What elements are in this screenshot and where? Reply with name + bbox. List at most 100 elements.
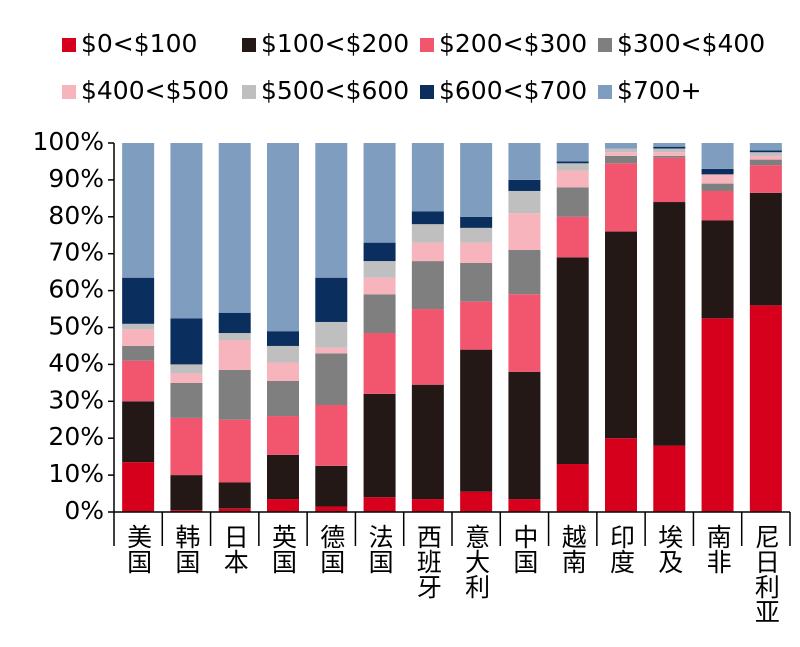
bar-segment <box>605 438 637 512</box>
bar-segment <box>701 183 734 191</box>
bar-segment <box>653 445 686 512</box>
bar-segment <box>170 364 203 374</box>
bar-segment <box>701 174 734 184</box>
bar-segment <box>411 499 444 512</box>
bar-segment <box>556 216 589 258</box>
bar-segment <box>218 419 251 483</box>
bar-segment <box>653 157 686 203</box>
bar-segment <box>315 277 348 322</box>
bar-segment <box>363 261 396 278</box>
legend-label: $700+ <box>617 76 702 105</box>
bar-segment <box>411 143 444 212</box>
bar-segment <box>363 393 396 498</box>
bar-segment <box>267 345 299 363</box>
bar-segment <box>218 340 251 370</box>
bar-segment <box>170 318 203 365</box>
bar-segment <box>218 508 251 512</box>
bar-segment <box>122 323 155 330</box>
bar-segment <box>460 262 493 302</box>
legend-label: $100<$200 <box>261 29 409 58</box>
x-tick-label: 埃及 <box>655 524 684 574</box>
bar-segment <box>315 465 348 507</box>
bar-segment <box>363 497 396 512</box>
bar-segment <box>653 148 686 153</box>
legend-swatch <box>242 38 256 52</box>
bar-segment <box>749 155 782 160</box>
x-tick-label: 美国 <box>124 524 153 574</box>
bar-segment <box>267 143 299 332</box>
bar-segment <box>267 454 299 500</box>
y-tick-label: 50% <box>48 312 104 341</box>
bar-segment <box>411 384 444 500</box>
bar-segment <box>701 318 734 512</box>
legend-label: $200<$300 <box>439 29 587 58</box>
bar-segment <box>122 345 155 361</box>
x-tick-label: 越南 <box>558 524 587 574</box>
x-tick-label: 英国 <box>269 524 298 574</box>
bar-segment <box>749 143 782 151</box>
bar-segment <box>315 347 348 354</box>
bar-segment <box>122 462 155 512</box>
bar-segment <box>556 143 589 162</box>
y-tick-label: 40% <box>48 348 104 377</box>
bar-segment <box>460 491 493 512</box>
x-tick-label: 日本 <box>220 524 249 574</box>
x-tick-label: 德国 <box>317 524 346 574</box>
bar-segment <box>749 159 782 166</box>
bar-segment <box>605 152 637 156</box>
x-tick-label: 南非 <box>703 524 732 574</box>
bar-segment <box>556 163 589 171</box>
y-tick-label: 80% <box>48 201 104 230</box>
bar-segment <box>411 261 444 310</box>
legend-label: $300<$400 <box>617 29 765 58</box>
bar-segment <box>701 190 734 221</box>
bar-segment <box>315 321 348 348</box>
bar-segment <box>556 161 589 164</box>
bar-segment <box>267 499 299 512</box>
x-tick-label: 法国 <box>365 524 394 574</box>
bar-segment <box>122 401 155 463</box>
y-tick-label: 20% <box>48 422 104 451</box>
bar-segment <box>170 373 203 383</box>
y-tick-label: 90% <box>48 164 104 193</box>
bar-segment <box>170 510 203 512</box>
bar-segment <box>749 150 782 153</box>
bar-segment <box>411 224 444 243</box>
legend-label: $400<$500 <box>81 76 229 105</box>
bar-segment <box>701 143 734 169</box>
bar-segment <box>508 499 541 512</box>
bar-segment <box>315 506 348 512</box>
bar-segment <box>460 227 493 243</box>
x-tick-label: 韩国 <box>172 524 201 574</box>
bar-segment <box>460 349 493 492</box>
bar-segment <box>460 242 493 263</box>
bar-segment <box>701 220 734 319</box>
bar-segment <box>605 143 637 149</box>
bar-segment <box>749 165 782 193</box>
bar-segment <box>605 231 637 439</box>
bar-segment <box>653 202 686 446</box>
bar-segment <box>460 143 493 217</box>
bar-segment <box>218 482 251 509</box>
bar-segment <box>749 192 782 306</box>
bar-segment <box>508 190 541 214</box>
legend-swatch <box>62 85 76 99</box>
bar-segment <box>218 312 251 334</box>
legend-label: $600<$700 <box>439 76 587 105</box>
bar-segment <box>170 475 203 511</box>
bar-segment <box>653 152 686 156</box>
bar-segment <box>508 143 541 180</box>
bar-segment <box>508 294 541 372</box>
bar-segment <box>363 277 396 295</box>
bar-segment <box>218 333 251 341</box>
x-tick-label: 西班牙 <box>413 524 442 599</box>
y-tick-label: 0% <box>64 496 104 525</box>
bar-segment <box>460 301 493 350</box>
bar-segment <box>508 213 541 251</box>
legend-label: $500<$600 <box>261 76 409 105</box>
bar-segment <box>411 211 444 225</box>
bar-segment <box>556 257 589 465</box>
bar-segment <box>267 331 299 346</box>
bar-segment <box>363 242 396 262</box>
